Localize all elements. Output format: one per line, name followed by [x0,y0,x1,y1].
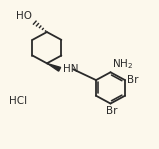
Text: NH$_2$: NH$_2$ [112,57,133,71]
Text: HCl: HCl [9,96,27,106]
Text: Br: Br [127,75,138,85]
Text: HN: HN [63,64,78,74]
Text: HO: HO [16,11,32,21]
Text: Br: Br [106,106,117,116]
Polygon shape [47,63,61,71]
